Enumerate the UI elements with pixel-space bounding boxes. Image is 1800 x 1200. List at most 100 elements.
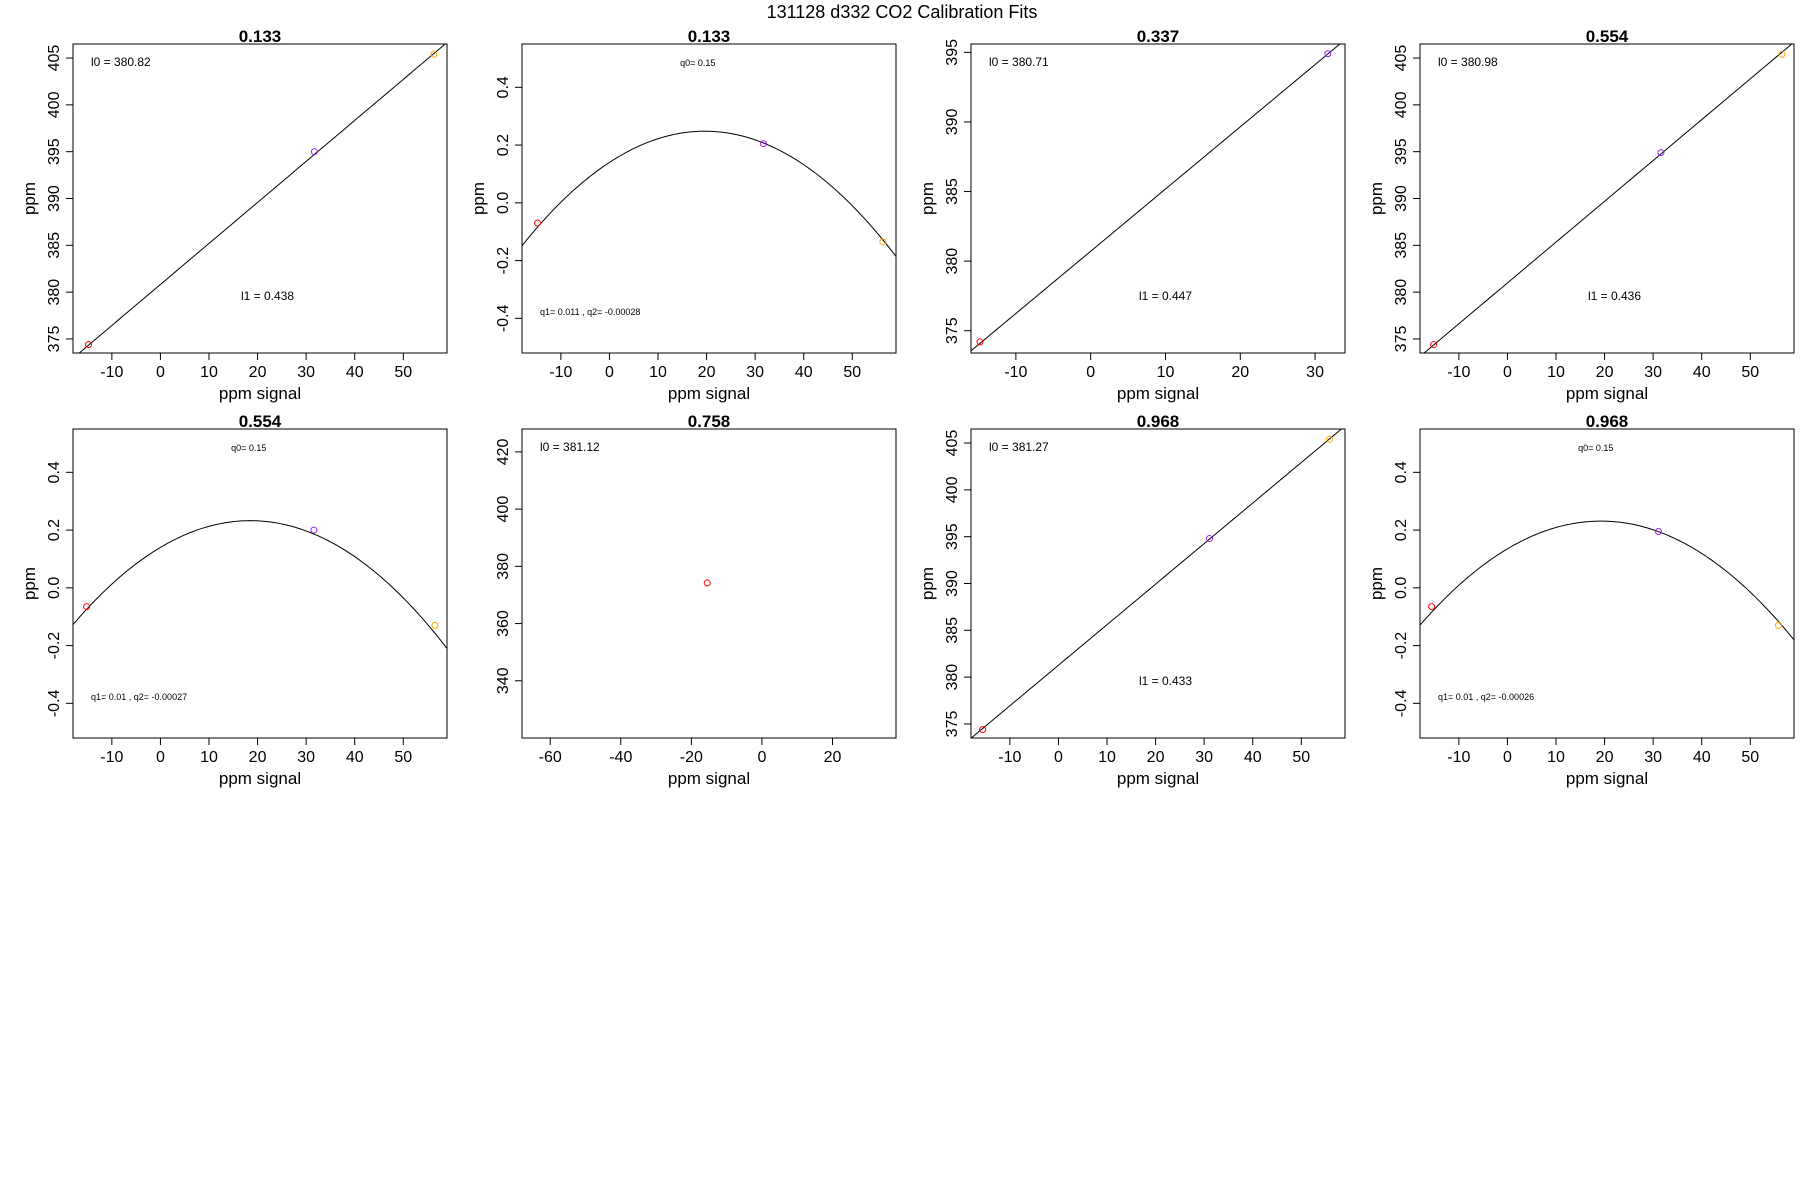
- y-tick-label: -0.4: [46, 689, 63, 717]
- fit-annotation-top: l0 = 380.71: [989, 55, 1049, 69]
- fit-line: [522, 130, 896, 257]
- x-axis-label: ppm signal: [668, 384, 750, 403]
- y-tick-label: 405: [1393, 45, 1410, 72]
- y-tick-label: 390: [46, 185, 63, 212]
- data-point: [310, 526, 318, 534]
- x-tick-label: 50: [1741, 749, 1759, 766]
- y-tick-label: 0.2: [1393, 519, 1410, 541]
- fit-line: [971, 44, 1341, 352]
- x-tick-label: 10: [649, 364, 667, 381]
- data-point: [879, 238, 887, 246]
- panel-title: 0.133: [239, 27, 282, 46]
- fit-annotation-top: l0 = 381.27: [989, 440, 1049, 454]
- data-point: [1778, 50, 1786, 58]
- y-tick-label: 390: [1393, 185, 1410, 212]
- y-tick-label: 0.0: [46, 577, 63, 599]
- panel-title: 0.968: [1137, 412, 1180, 431]
- data-point: [979, 726, 987, 734]
- y-tick-label: 380: [944, 664, 961, 691]
- data-point: [976, 338, 984, 346]
- x-tick-label: 40: [1693, 749, 1711, 766]
- y-tick-label: 0.4: [1393, 461, 1410, 483]
- y-tick-label: 385: [944, 178, 961, 205]
- panel-5: 0.554 -10 0 10 20 30 40 50 -0.4 -0.2 0.0 0.2 0.4 ppm …: [20, 412, 448, 788]
- y-tick-label: -0.4: [495, 304, 512, 332]
- panels-grid: 0.133-10 0 10 20 30 40 50375380385390395400405…: [20, 27, 1795, 788]
- data-point: [1430, 341, 1438, 349]
- x-tick-label: -20: [680, 749, 703, 766]
- y-tick-label: -0.2: [46, 632, 63, 660]
- x-tick-label: 50: [843, 364, 861, 381]
- x-tick-label: 0: [757, 749, 766, 766]
- x-tick-label: 40: [346, 749, 364, 766]
- y-tick-label: 0.2: [46, 519, 63, 541]
- x-tick-label: 10: [1547, 749, 1565, 766]
- y-tick-label: 395: [46, 138, 63, 165]
- x-tick-label: 50: [394, 364, 412, 381]
- data-point: [431, 621, 439, 629]
- figure-title: 131128 d332 CO2 Calibration Fits: [767, 2, 1038, 22]
- x-tick-label: 20: [1147, 749, 1165, 766]
- x-axis-label: ppm signal: [668, 769, 750, 788]
- panel-6: 0.758 -60 -40 -20 0 20 340 360 380 400 420 ppm sign…: [495, 412, 897, 788]
- panel-7: 0.968 -10 0 10 20 30 40 50 375 380 385 390 395 400 405…: [918, 412, 1346, 788]
- y-tick-label: 395: [944, 39, 961, 66]
- y-tick-label: 400: [46, 91, 63, 118]
- x-axis-label: ppm signal: [1117, 384, 1199, 403]
- x-tick-label: 0: [156, 749, 165, 766]
- x-tick-label: 0: [1503, 364, 1512, 381]
- x-tick-label: 0: [156, 364, 165, 381]
- panel-title: 0.554: [1586, 27, 1629, 46]
- x-tick-label: -10: [100, 749, 123, 766]
- plot-frame: [970, 43, 1346, 354]
- panel-title: 0.133: [688, 27, 731, 46]
- y-tick-label: 375: [46, 326, 63, 353]
- plot-frame: [521, 43, 897, 354]
- plot-frame: [1419, 428, 1795, 739]
- x-axis-label: ppm signal: [1566, 769, 1648, 788]
- data-point: [1428, 603, 1436, 611]
- fit-annotation-bottom: l1 = 0.447: [1139, 289, 1192, 303]
- y-tick-label: 380: [1393, 279, 1410, 306]
- x-tick-label: -10: [1447, 364, 1470, 381]
- data-point: [1324, 50, 1332, 58]
- y-tick-label: 360: [495, 610, 512, 637]
- fit-line: [971, 429, 1343, 738]
- y-tick-label: 400: [495, 496, 512, 523]
- panel-title: 0.554: [239, 412, 282, 431]
- x-tick-label: 20: [1231, 364, 1249, 381]
- y-axis-label: ppm: [20, 567, 39, 600]
- x-tick-label: 50: [394, 749, 412, 766]
- data-point: [703, 579, 711, 587]
- y-tick-label: 375: [944, 317, 961, 344]
- fit-annotation-bottom: q1= 0.011 , q2= -0.00028: [540, 307, 640, 317]
- y-tick-label: 385: [944, 617, 961, 644]
- y-tick-label: 390: [944, 570, 961, 597]
- y-tick-label: 380: [495, 553, 512, 580]
- y-axis-label: ppm: [469, 182, 488, 215]
- y-tick-label: 380: [46, 279, 63, 306]
- fit-line: [1423, 44, 1793, 353]
- y-tick-label: 400: [1393, 91, 1410, 118]
- fit-annotation-top: q0= 0.15: [231, 443, 266, 453]
- x-tick-label: 40: [346, 364, 364, 381]
- x-tick-label: 20: [249, 749, 267, 766]
- y-tick-label: 385: [46, 232, 63, 259]
- panel-title: 0.758: [688, 412, 731, 431]
- x-tick-label: -60: [539, 749, 562, 766]
- data-point: [1657, 149, 1665, 157]
- y-axis-label: ppm: [918, 567, 937, 600]
- fit-annotation-bottom: l1 = 0.433: [1139, 674, 1192, 688]
- x-tick-label: 30: [1644, 749, 1662, 766]
- x-tick-label: 50: [1741, 364, 1759, 381]
- panel-title: 0.968: [1586, 412, 1629, 431]
- x-tick-label: -10: [100, 364, 123, 381]
- x-tick-label: -10: [549, 364, 572, 381]
- x-tick-label: -10: [1447, 749, 1470, 766]
- y-tick-label: 405: [46, 45, 63, 72]
- data-point: [534, 219, 542, 227]
- fit-line: [1420, 520, 1794, 641]
- y-tick-label: 0.0: [495, 192, 512, 214]
- data-point: [85, 341, 93, 349]
- x-tick-label: 20: [1596, 749, 1614, 766]
